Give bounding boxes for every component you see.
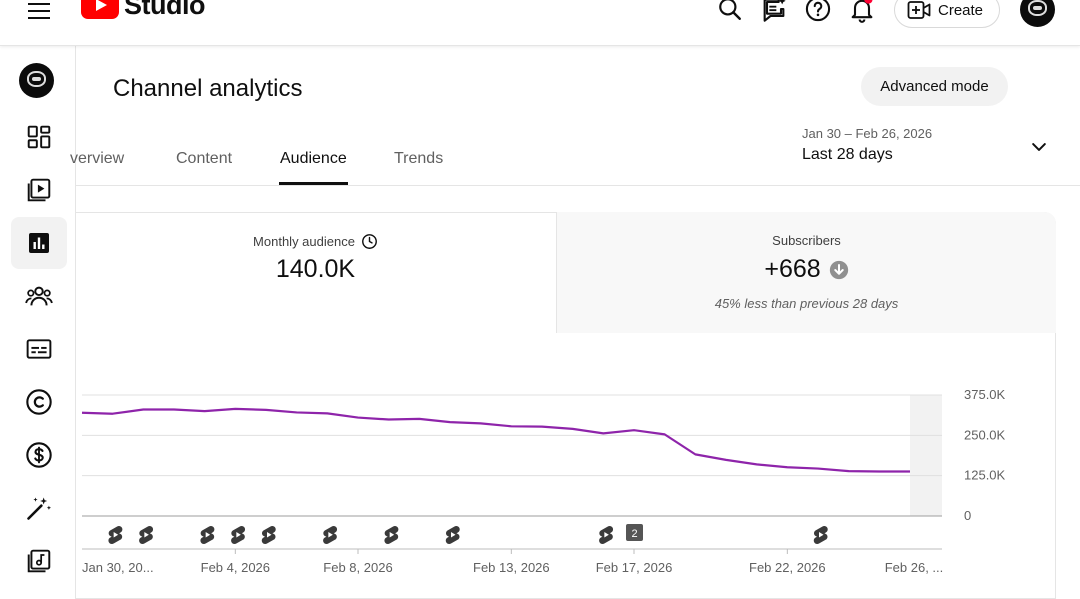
x-tick-label: Feb 8, 2026 bbox=[323, 560, 392, 575]
grouped-marker bbox=[626, 524, 643, 541]
date-dropdown-button[interactable] bbox=[1026, 134, 1052, 160]
sidebar-item-content[interactable] bbox=[11, 164, 67, 216]
grouped-marker-count: 2 bbox=[631, 528, 637, 540]
metric-monthly-audience[interactable]: Monthly audience 140.0K bbox=[76, 212, 555, 333]
clock-icon bbox=[362, 234, 377, 249]
partial-period-region bbox=[910, 395, 942, 516]
shorts-marker-icon bbox=[599, 526, 614, 544]
subtitles-icon bbox=[26, 339, 52, 359]
create-video-icon bbox=[907, 1, 931, 19]
metric-value: +668 bbox=[764, 255, 821, 283]
content-icon bbox=[27, 178, 51, 202]
arrow-down-circle-icon bbox=[829, 260, 848, 279]
active-tab-indicator bbox=[279, 182, 348, 185]
community-icon bbox=[25, 286, 53, 306]
logo-text: Studio bbox=[124, 0, 205, 20]
tab-overview[interactable]: verview bbox=[70, 150, 125, 167]
x-tick-label: Feb 26, ... bbox=[885, 560, 944, 575]
channel-avatar[interactable] bbox=[19, 63, 54, 98]
notifications-icon[interactable] bbox=[847, 0, 877, 24]
sidebar-item-subtitles[interactable] bbox=[11, 323, 67, 375]
shorts-marker-icon bbox=[108, 526, 123, 544]
x-tick-label: Feb 22, 2026 bbox=[749, 560, 826, 575]
studio-logo[interactable]: Studio bbox=[81, 0, 205, 22]
metric-value: 140.0K bbox=[275, 255, 356, 283]
x-tick-label: Jan 30, 20... bbox=[82, 560, 154, 575]
shorts-marker-icon bbox=[813, 526, 828, 544]
shorts-marker-icon bbox=[384, 526, 399, 544]
chevron-down-icon bbox=[1032, 143, 1046, 151]
shorts-marker-icon bbox=[323, 526, 338, 544]
tab-content[interactable]: Content bbox=[176, 150, 233, 167]
date-period-label: Last 28 days bbox=[802, 146, 893, 163]
page-title: Channel analytics bbox=[113, 75, 303, 102]
metric-label: Subscribers bbox=[772, 233, 841, 248]
analytics-icon bbox=[29, 233, 49, 253]
tab-trends[interactable]: Trends bbox=[394, 150, 444, 167]
earn-icon bbox=[26, 442, 52, 468]
metric-subscribers[interactable]: Subscribers +668 45% less than previous … bbox=[556, 212, 1056, 333]
x-tick-label: Feb 17, 2026 bbox=[596, 560, 673, 575]
tabs-divider bbox=[76, 185, 1080, 186]
sidebar-item-copyright[interactable] bbox=[11, 376, 67, 428]
shorts-marker-icon bbox=[261, 526, 276, 544]
create-button[interactable]: Create bbox=[894, 0, 1000, 28]
x-tick-label: Feb 4, 2026 bbox=[201, 560, 270, 575]
shorts-marker-icon bbox=[200, 526, 215, 544]
search-icon[interactable] bbox=[715, 0, 745, 24]
dashboard-icon bbox=[27, 125, 51, 149]
sidebar-item-customization[interactable] bbox=[11, 482, 67, 534]
feedback-icon[interactable] bbox=[759, 0, 789, 24]
date-range: Jan 30 – Feb 26, 2026 bbox=[802, 126, 933, 141]
help-icon[interactable] bbox=[803, 0, 833, 24]
create-label: Create bbox=[938, 1, 984, 19]
shorts-marker-icon bbox=[445, 526, 460, 544]
sidebar bbox=[0, 46, 76, 599]
youtube-logo-icon bbox=[81, 0, 119, 19]
sidebar-item-dashboard[interactable] bbox=[11, 111, 67, 163]
tab-audience[interactable]: Audience bbox=[280, 150, 347, 167]
top-bar: Studio Create bbox=[0, 0, 1080, 46]
audio-library-icon bbox=[27, 549, 51, 573]
advanced-mode-button[interactable]: Advanced mode bbox=[861, 67, 1008, 106]
customization-icon bbox=[27, 497, 52, 520]
shorts-marker-icon bbox=[139, 526, 154, 544]
copyright-icon bbox=[26, 389, 52, 415]
y-tick-label: 375.0K bbox=[964, 387, 1006, 402]
y-tick-label: 250.0K bbox=[964, 427, 1006, 442]
y-tick-label: 0 bbox=[964, 508, 971, 523]
shorts-marker-icon bbox=[231, 526, 246, 544]
sidebar-item-earn[interactable] bbox=[11, 429, 67, 481]
x-tick-label: Feb 13, 2026 bbox=[473, 560, 550, 575]
metric-comparison-note: 45% less than previous 28 days bbox=[714, 296, 899, 311]
y-tick-label: 125.0K bbox=[964, 468, 1006, 483]
account-avatar[interactable] bbox=[1020, 0, 1055, 27]
series-line bbox=[81, 407, 910, 473]
sidebar-item-audio-library[interactable] bbox=[11, 535, 67, 587]
sidebar-item-analytics[interactable] bbox=[11, 217, 67, 269]
sidebar-item-community[interactable] bbox=[11, 270, 67, 322]
menu-icon[interactable] bbox=[28, 0, 50, 22]
metric-label: Monthly audience bbox=[253, 234, 355, 249]
